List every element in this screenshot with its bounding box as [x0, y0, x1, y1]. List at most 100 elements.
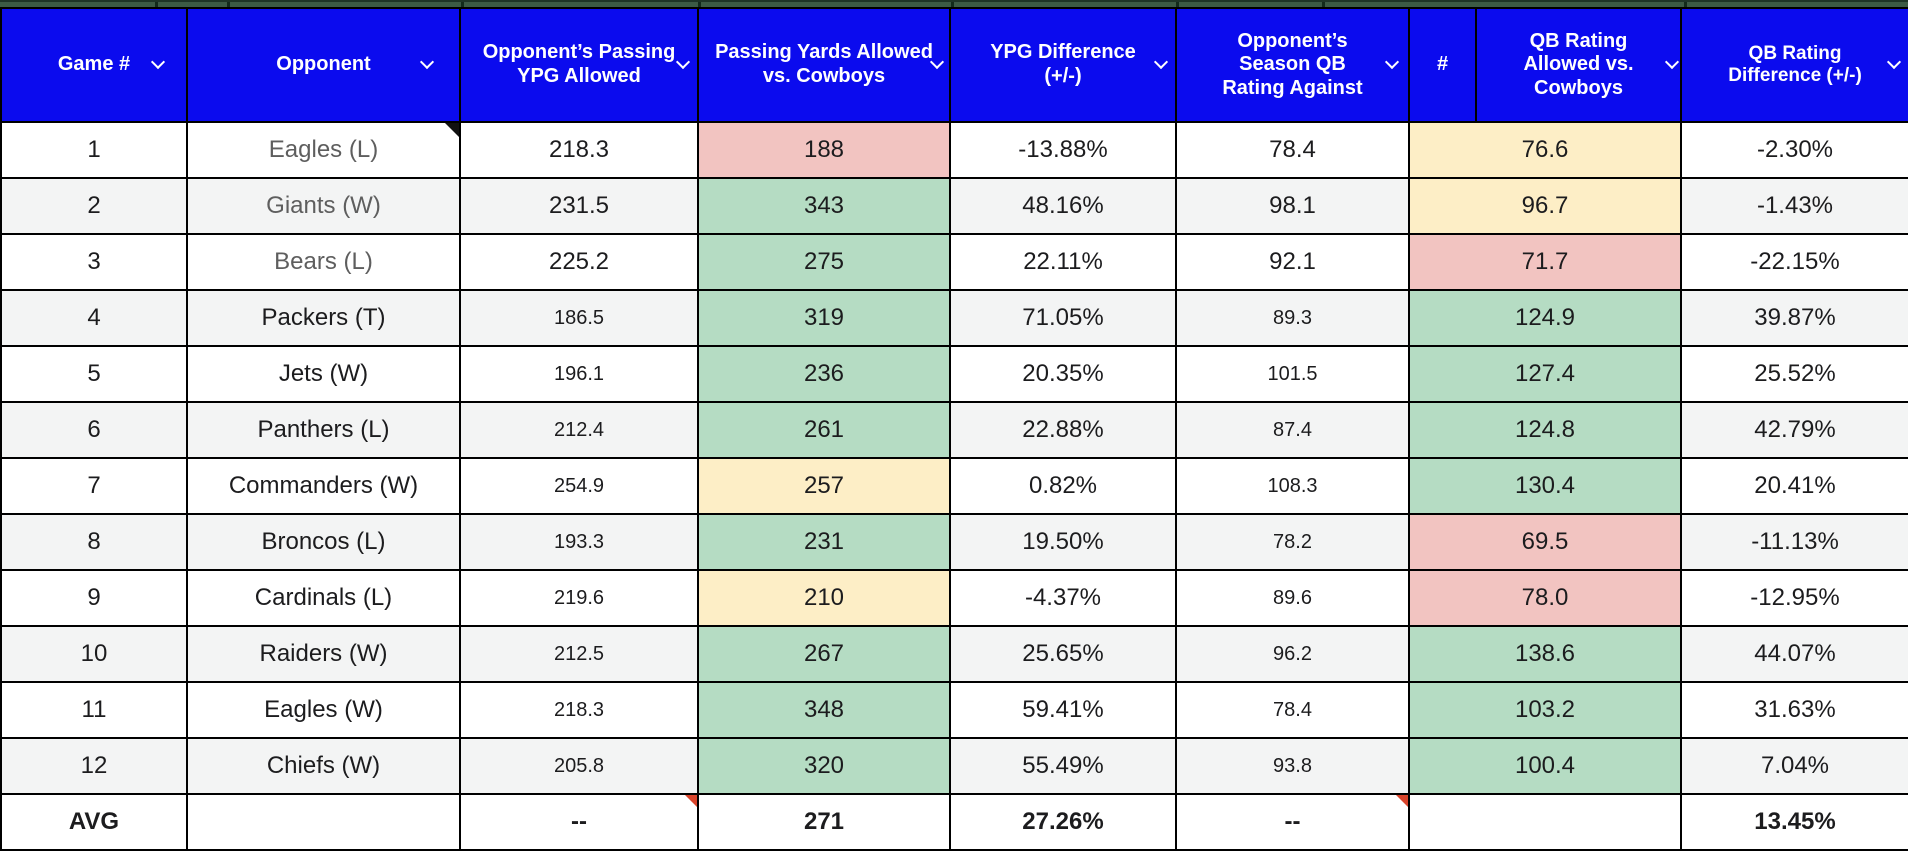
cell-ypg-difference[interactable]: -13.88% [949, 121, 1177, 179]
cell-game-number[interactable]: 1 [0, 121, 188, 179]
cell-qb-rating-allowed-vs-cowboys[interactable]: 76.6 [1408, 121, 1682, 179]
cell-avg-opponent[interactable] [186, 793, 461, 851]
cell-opponent-passing-ypg-allowed[interactable]: 193.3 [459, 513, 699, 571]
cell-opponent[interactable]: Packers (T) [186, 289, 461, 347]
filter-chevron-icon[interactable] [153, 57, 164, 68]
cell-qb-rating-allowed-vs-cowboys[interactable]: 103.2 [1408, 681, 1682, 739]
header-qb-rating-allowed-vs-cowboys[interactable]: QB Rating Allowed vs. Cowboys [1475, 7, 1682, 123]
cell-opponent-passing-ypg-allowed[interactable]: 231.5 [459, 177, 699, 235]
cell-passing-yards-vs-cowboys[interactable]: 320 [697, 737, 951, 795]
cell-passing-yards-vs-cowboys[interactable]: 257 [697, 457, 951, 515]
filter-chevron-icon[interactable] [1156, 57, 1167, 68]
cell-passing-yards-vs-cowboys[interactable]: 236 [697, 345, 951, 403]
cell-qb-rating-allowed-vs-cowboys[interactable]: 138.6 [1408, 625, 1682, 683]
cell-qb-rating-difference[interactable]: 31.63% [1680, 681, 1908, 739]
cell-qb-rating-difference[interactable]: 7.04% [1680, 737, 1908, 795]
cell-season-qb-rating-against[interactable]: 93.8 [1175, 737, 1410, 795]
cell-qb-rating-allowed-vs-cowboys[interactable]: 71.7 [1408, 233, 1682, 291]
cell-season-qb-rating-against[interactable]: 89.3 [1175, 289, 1410, 347]
cell-ypg-difference[interactable]: 19.50% [949, 513, 1177, 571]
cell-opponent-passing-ypg-allowed[interactable]: 186.5 [459, 289, 699, 347]
cell-season-qb-rating-against[interactable]: 89.6 [1175, 569, 1410, 627]
header-passing-yards-allowed-vs-cowboys[interactable]: Passing Yards Allowed vs. Cowboys [697, 7, 951, 123]
cell-passing-yards-vs-cowboys[interactable]: 231 [697, 513, 951, 571]
cell-opponent-passing-ypg-allowed[interactable]: 225.2 [459, 233, 699, 291]
filter-chevron-icon[interactable] [678, 57, 689, 68]
cell-qb-rating-difference[interactable]: -22.15% [1680, 233, 1908, 291]
cell-season-qb-rating-against[interactable]: 92.1 [1175, 233, 1410, 291]
cell-season-qb-rating-against[interactable]: 108.3 [1175, 457, 1410, 515]
cell-qb-rating-allowed-vs-cowboys[interactable]: 124.9 [1408, 289, 1682, 347]
cell-opponent[interactable]: Panthers (L) [186, 401, 461, 459]
cell-passing-yards-vs-cowboys[interactable]: 188 [697, 121, 951, 179]
cell-passing-yards-vs-cowboys[interactable]: 210 [697, 569, 951, 627]
cell-avg-ypg-allowed[interactable]: -- [459, 793, 699, 851]
cell-passing-yards-vs-cowboys[interactable]: 319 [697, 289, 951, 347]
cell-opponent-passing-ypg-allowed[interactable]: 212.5 [459, 625, 699, 683]
cell-passing-yards-vs-cowboys[interactable]: 348 [697, 681, 951, 739]
cell-qb-rating-difference[interactable]: 44.07% [1680, 625, 1908, 683]
cell-game-number[interactable]: 8 [0, 513, 188, 571]
cell-ypg-difference[interactable]: 0.82% [949, 457, 1177, 515]
cell-qb-rating-difference[interactable]: 42.79% [1680, 401, 1908, 459]
cell-passing-yards-vs-cowboys[interactable]: 275 [697, 233, 951, 291]
cell-opponent[interactable]: Jets (W) [186, 345, 461, 403]
cell-game-number[interactable]: 7 [0, 457, 188, 515]
cell-opponent[interactable]: Raiders (W) [186, 625, 461, 683]
cell-qb-rating-allowed-vs-cowboys[interactable]: 96.7 [1408, 177, 1682, 235]
cell-opponent-passing-ypg-allowed[interactable]: 212.4 [459, 401, 699, 459]
cell-season-qb-rating-against[interactable]: 78.2 [1175, 513, 1410, 571]
header-ypg-difference[interactable]: YPG Difference (+/-) [949, 7, 1177, 123]
cell-ypg-difference[interactable]: 20.35% [949, 345, 1177, 403]
cell-season-qb-rating-against[interactable]: 78.4 [1175, 121, 1410, 179]
cell-qb-rating-difference[interactable]: 20.41% [1680, 457, 1908, 515]
cell-qb-rating-difference[interactable]: -1.43% [1680, 177, 1908, 235]
cell-opponent[interactable]: Broncos (L) [186, 513, 461, 571]
cell-opponent[interactable]: Eagles (W) [186, 681, 461, 739]
cell-game-number[interactable]: 11 [0, 681, 188, 739]
cell-ypg-difference[interactable]: 55.49% [949, 737, 1177, 795]
cell-qb-rating-difference[interactable]: 25.52% [1680, 345, 1908, 403]
cell-opponent[interactable]: Commanders (W) [186, 457, 461, 515]
filter-chevron-icon[interactable] [1889, 57, 1900, 68]
cell-season-qb-rating-against[interactable]: 78.4 [1175, 681, 1410, 739]
cell-qb-rating-difference[interactable]: 39.87% [1680, 289, 1908, 347]
cell-ypg-difference[interactable]: 25.65% [949, 625, 1177, 683]
cell-opponent[interactable]: Bears (L) [186, 233, 461, 291]
cell-qb-rating-allowed-vs-cowboys[interactable]: 69.5 [1408, 513, 1682, 571]
cell-opponent-passing-ypg-allowed[interactable]: 219.6 [459, 569, 699, 627]
cell-avg-qb-rating-allowed[interactable] [1408, 793, 1682, 851]
filter-chevron-icon[interactable] [1387, 57, 1398, 68]
cell-opponent[interactable]: Giants (W) [186, 177, 461, 235]
cell-passing-yards-vs-cowboys[interactable]: 343 [697, 177, 951, 235]
cell-season-qb-rating-against[interactable]: 98.1 [1175, 177, 1410, 235]
cell-season-qb-rating-against[interactable]: 96.2 [1175, 625, 1410, 683]
cell-avg-passing-yards[interactable]: 271 [697, 793, 951, 851]
cell-game-number[interactable]: 4 [0, 289, 188, 347]
cell-opponent[interactable]: Chiefs (W) [186, 737, 461, 795]
filter-chevron-icon[interactable] [1667, 57, 1678, 68]
cell-qb-rating-difference[interactable]: -12.95% [1680, 569, 1908, 627]
cell-game-number[interactable]: 5 [0, 345, 188, 403]
cell-ypg-difference[interactable]: 59.41% [949, 681, 1177, 739]
header-opponent[interactable]: Opponent [186, 7, 461, 123]
cell-ypg-difference[interactable]: -4.37% [949, 569, 1177, 627]
cell-game-number[interactable]: 6 [0, 401, 188, 459]
cell-ypg-difference[interactable]: 71.05% [949, 289, 1177, 347]
cell-ypg-difference[interactable]: 22.11% [949, 233, 1177, 291]
cell-qb-rating-difference[interactable]: -2.30% [1680, 121, 1908, 179]
header-qb-rating-difference[interactable]: QB Rating Difference (+/-) [1680, 7, 1908, 123]
header-opponent-s-passing-ypg-allowed[interactable]: Opponent’s Passing YPG Allowed [459, 7, 699, 123]
cell-avg-label[interactable]: AVG [0, 793, 188, 851]
cell-opponent-passing-ypg-allowed[interactable]: 254.9 [459, 457, 699, 515]
cell-opponent-passing-ypg-allowed[interactable]: 218.3 [459, 121, 699, 179]
cell-avg-qb-rating-against[interactable]: -- [1175, 793, 1410, 851]
cell-opponent[interactable]: Eagles (L) [186, 121, 461, 179]
cell-game-number[interactable]: 9 [0, 569, 188, 627]
filter-chevron-icon[interactable] [422, 57, 433, 68]
filter-chevron-icon[interactable] [932, 57, 943, 68]
cell-ypg-difference[interactable]: 48.16% [949, 177, 1177, 235]
cell-avg-ypg-difference[interactable]: 27.26% [949, 793, 1177, 851]
header-game-num[interactable]: Game # [0, 7, 188, 123]
cell-qb-rating-allowed-vs-cowboys[interactable]: 127.4 [1408, 345, 1682, 403]
